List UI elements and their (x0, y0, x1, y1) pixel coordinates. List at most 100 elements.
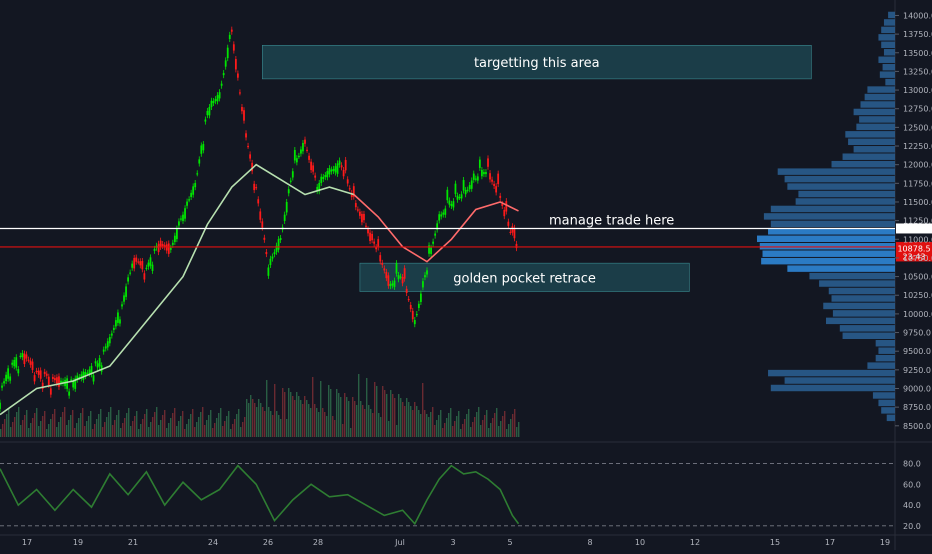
price-candle (381, 262, 384, 265)
volume-bar (134, 416, 136, 437)
volume-bar (12, 422, 14, 437)
price-candle (420, 293, 422, 302)
y-tick-label: 10000.0 (903, 310, 932, 319)
volume-bar (460, 429, 462, 437)
volume-bar (338, 393, 340, 437)
volume-bar (386, 394, 388, 437)
price-candle (31, 361, 34, 370)
price-candle (5, 374, 7, 382)
volume-bar (78, 418, 80, 437)
price-candle (117, 312, 119, 323)
volume-bar (414, 402, 416, 437)
volume-bar (170, 418, 172, 437)
volume-bar (108, 412, 110, 437)
price-candle (287, 189, 290, 194)
price-candle (163, 245, 166, 248)
price-candle (149, 257, 152, 266)
price-candle (228, 34, 231, 40)
volume-profile-bar (770, 384, 895, 392)
price-candle (157, 243, 160, 253)
price-candle (39, 370, 42, 379)
volume-bar (50, 419, 52, 437)
price-tag-label: 11145.0 (897, 224, 930, 233)
volume-bar (126, 413, 128, 437)
price-candle (239, 92, 241, 94)
volume-bar (68, 420, 70, 437)
price-candle (432, 241, 434, 244)
volume-bar (518, 422, 520, 437)
y-tick-label: 11250.0 (903, 217, 932, 226)
price-candle (173, 235, 176, 242)
price-candle (505, 201, 508, 212)
volume-bar (252, 399, 254, 437)
volume-profile-bar (859, 116, 895, 123)
price-candle (15, 357, 18, 368)
volume-bar (284, 392, 286, 437)
volume-bar (418, 410, 420, 437)
volume-bar (34, 413, 36, 437)
volume-bar (308, 404, 310, 437)
price-candle (214, 99, 217, 102)
volume-profile-bar (888, 11, 895, 19)
price-candle (359, 211, 361, 216)
price-candle (430, 247, 432, 254)
volume-profile-bar (885, 78, 895, 86)
volume-bar (304, 396, 306, 437)
volume-bar (320, 381, 322, 437)
volume-bar (268, 407, 270, 437)
volume-bar (400, 398, 402, 437)
volume-bar (486, 410, 488, 437)
price-candle (454, 183, 457, 195)
volume-bar (384, 390, 386, 437)
price-candle (92, 375, 95, 382)
volume-bar (194, 427, 196, 437)
volume-bar (352, 397, 354, 437)
price-candle (275, 245, 278, 252)
y-tick-label: 13750.0 (903, 30, 932, 39)
price-candle (54, 378, 56, 381)
volume-bar (276, 411, 278, 437)
volume-bar (476, 412, 478, 437)
price-candle (485, 172, 487, 175)
volume-bar (398, 394, 400, 437)
volume-bar (94, 424, 96, 437)
volume-bar (442, 428, 444, 437)
volume-bar (242, 422, 244, 437)
price-candle (169, 247, 172, 250)
volume-profile-bar (787, 265, 895, 272)
volume-bar (272, 415, 274, 437)
volume-bar (374, 382, 376, 437)
price-candle (417, 303, 420, 308)
y-tick-label: 12750.0 (903, 105, 932, 114)
volume-bar (470, 427, 472, 437)
volume-bar (504, 411, 506, 437)
price-candle (200, 145, 203, 154)
volume-bar (40, 421, 42, 437)
volume-bar (10, 427, 12, 437)
volume-bar (326, 416, 328, 437)
volume-bar (448, 413, 450, 437)
volume-bar (404, 406, 406, 437)
price-candle (261, 221, 264, 228)
price-candle (88, 369, 91, 374)
volume-bar (306, 400, 308, 437)
volume-bar (74, 428, 76, 437)
volume-bar (92, 429, 94, 437)
price-candle (511, 226, 514, 233)
price-candle (190, 192, 193, 198)
volume-bar (192, 409, 194, 437)
price-candle (180, 218, 182, 220)
volume-profile-bar (879, 71, 895, 78)
volume-bar (56, 427, 58, 437)
price-candle (391, 283, 394, 286)
volume-bar (58, 422, 60, 437)
volume-profile-bar (768, 369, 895, 377)
price-candle (350, 192, 353, 198)
price-candle (78, 377, 81, 379)
volume-bar (16, 412, 18, 437)
price-candle (0, 402, 1, 409)
volume-bar (190, 414, 192, 437)
price-candle (115, 320, 117, 327)
volume-profile-bar (826, 317, 895, 325)
volume-bar (516, 427, 518, 437)
